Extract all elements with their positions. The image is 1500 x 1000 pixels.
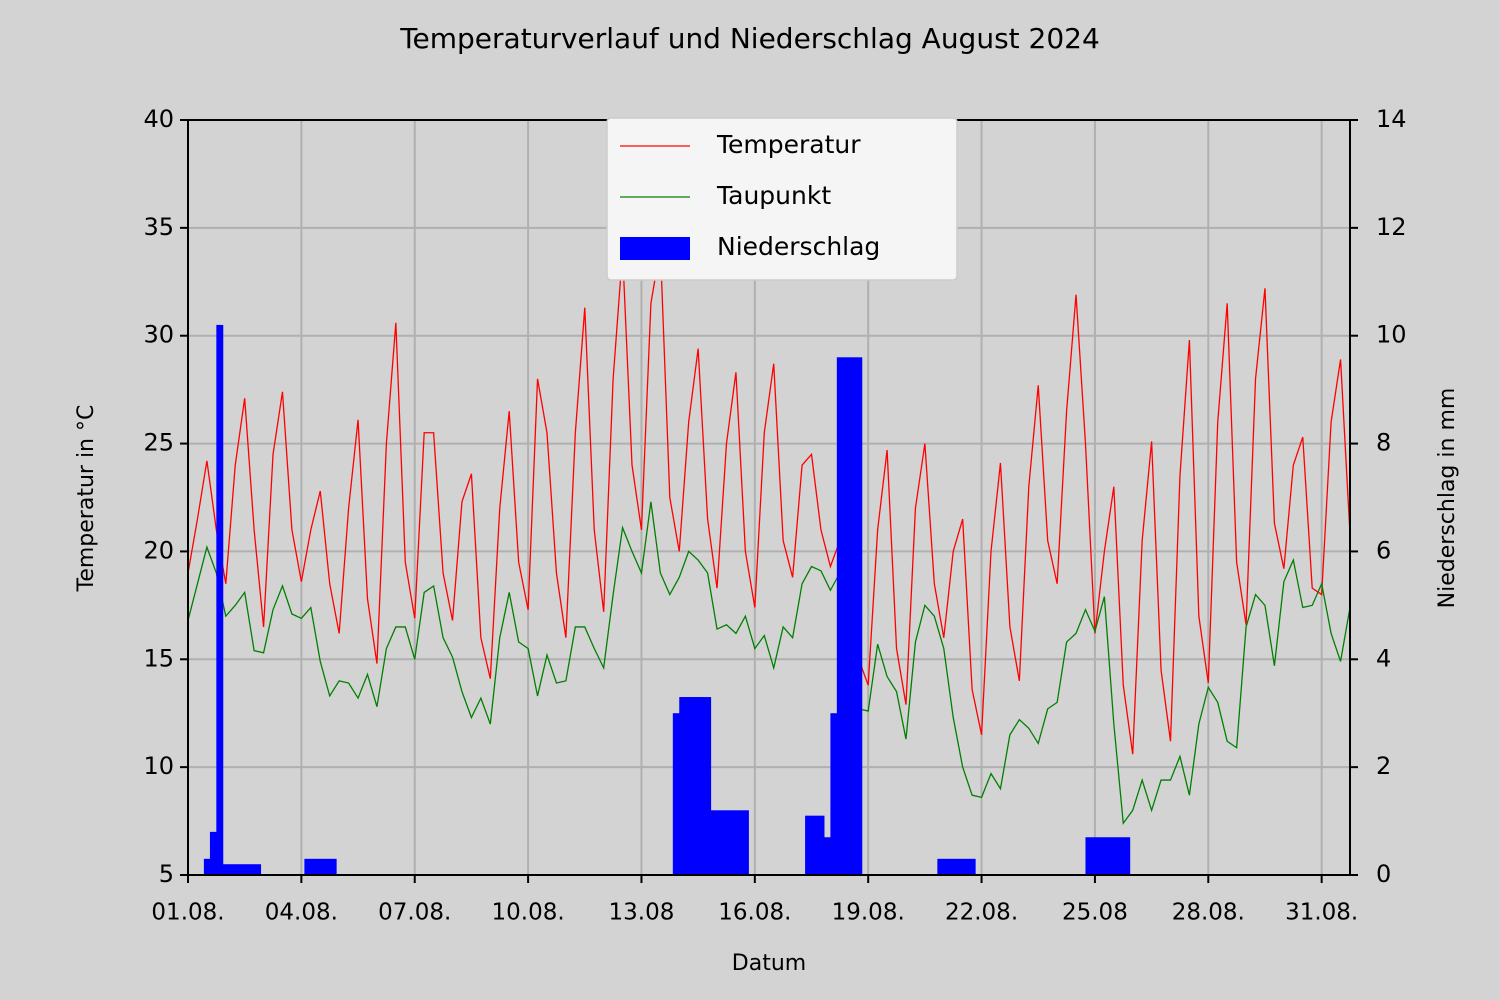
legend-label: Taupunkt [716,181,831,210]
precip-bar [937,858,976,875]
x-tick-label: 31.08. [1285,900,1358,926]
x-tick-label: 01.08. [151,900,224,926]
y-tick-label: 15 [143,644,174,672]
y-tick-label: 25 [143,429,174,457]
precip-bar [830,713,838,875]
y-axis-label: Temperatur in °C [74,405,99,593]
y2-tick-label: 10 [1376,321,1407,349]
y-tick-label: 5 [159,860,174,888]
y-tick-label: 35 [143,213,174,241]
x-tick-label: 19.08. [832,900,905,926]
y-tick-label: 40 [143,105,174,133]
x-tick-label: 28.08. [1172,900,1245,926]
y2-tick-label: 4 [1376,644,1391,672]
legend-label: Temperatur [716,130,861,159]
precip-bar [216,324,224,875]
y-tick-label: 20 [143,536,174,564]
line-1 [187,501,1351,825]
y2-tick-label: 12 [1376,213,1407,241]
y2-tick-label: 8 [1376,429,1391,457]
x-tick-label: 16.08. [718,900,791,926]
precip-bar [679,697,712,875]
x-tick-label: 22.08. [945,900,1018,926]
legend-label: Niederschlag [717,232,880,261]
y-tick-label: 30 [143,321,174,349]
y2-axis-label: Niederschlag in mm [1435,388,1460,609]
precip-bar [805,815,825,875]
x-tick-label: 10.08. [492,900,565,926]
x-tick-label: 13.08 [609,900,675,926]
y2-tick-label: 6 [1376,536,1391,564]
x-axis-label: Datum [732,951,806,976]
legend-swatch [620,237,690,260]
precip-bar [1085,837,1131,875]
x-tick-label: 25.08 [1062,900,1128,926]
precip-bar [710,810,749,875]
x-tick-label: 04.08. [265,900,338,926]
precip-bar [836,357,863,875]
precip-bar [672,713,680,875]
precip-bar [222,864,262,875]
y2-tick-label: 2 [1376,752,1391,780]
precip-bar [304,858,337,875]
precip-bar [203,858,211,875]
x-tick-label: 07.08. [378,900,451,926]
chart-title: Temperaturverlauf und Niederschlag Augus… [399,22,1100,55]
y2-tick-label: 0 [1376,860,1391,888]
line-0 [187,247,1351,755]
y-tick-label: 10 [143,752,174,780]
y2-tick-label: 14 [1376,105,1407,133]
precip-bar [823,837,831,875]
precip-bar [209,831,217,875]
legend-box [606,117,958,281]
